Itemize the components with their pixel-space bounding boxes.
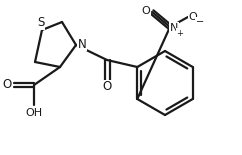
Text: +: + — [177, 29, 183, 38]
Text: O: O — [102, 80, 112, 93]
Text: O: O — [142, 6, 150, 16]
Text: O: O — [189, 12, 197, 22]
Text: N: N — [78, 38, 86, 51]
Text: S: S — [37, 16, 45, 29]
Text: OH: OH — [25, 108, 43, 118]
Text: O: O — [2, 78, 12, 91]
Text: −: − — [196, 17, 204, 27]
Text: N: N — [170, 23, 178, 33]
